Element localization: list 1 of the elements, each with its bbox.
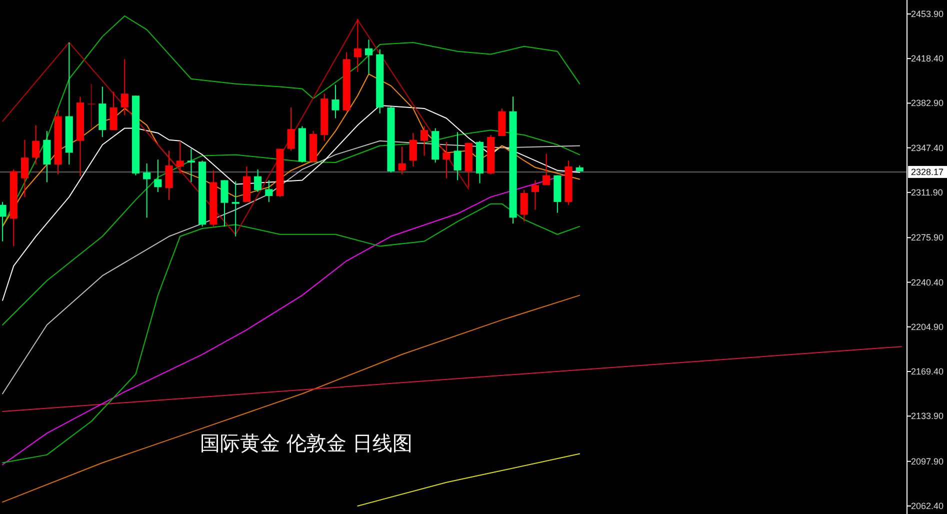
- title: 国际黄金 伦敦金 日线图: [200, 431, 413, 455]
